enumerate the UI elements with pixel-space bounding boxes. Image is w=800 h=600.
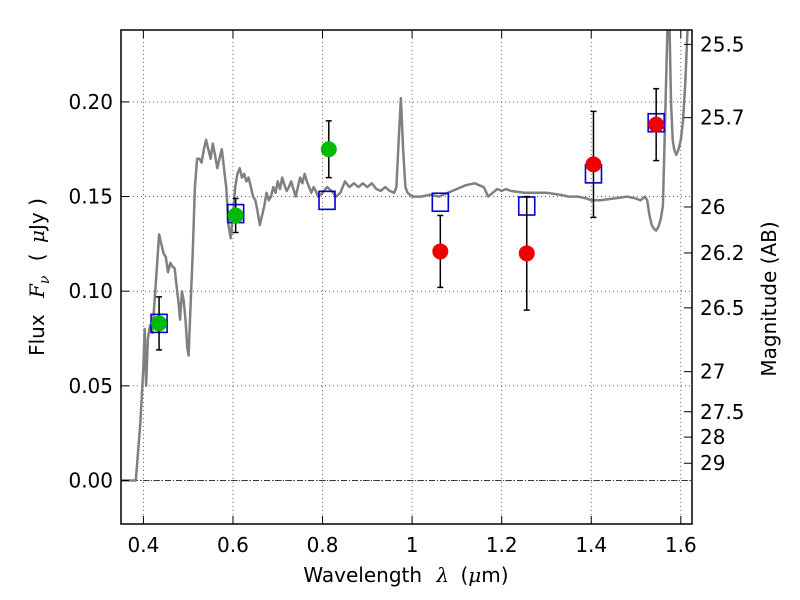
- y-axis-label-unit-open: (: [25, 253, 49, 261]
- y-tick-label: 0.10: [68, 279, 113, 303]
- x-axis-label-text: Wavelength: [303, 563, 422, 587]
- magnitude-tick-label: 26: [700, 195, 725, 219]
- x-tick-label: 1.4: [575, 533, 607, 557]
- magnitude-tick-label: 27.5: [700, 400, 745, 424]
- x-tick-label: 1: [406, 533, 419, 557]
- y-tick-label: 0.20: [68, 90, 113, 114]
- axis-ticks: 0.4 0.6 0.8 1 1.2 1.4 1.6 0.00 0.05 0.10 0.15 0.20 2…: [68, 30, 745, 557]
- series-layer: [121, 30, 689, 482]
- observation-point: [518, 245, 535, 262]
- y-axis-label-unit-mu: μ: [25, 230, 49, 243]
- magnitude-tick-label: 28: [700, 425, 725, 449]
- spectrum-line: [121, 30, 689, 482]
- model-photometry-square: [318, 190, 336, 211]
- observation-point: [648, 116, 665, 133]
- y-axis-label-unit-rest: Jy ): [25, 198, 49, 232]
- x-tick-label: 0.6: [217, 533, 249, 557]
- x-axis-label-unit-open: (: [460, 563, 468, 587]
- x-axis-label-unit-rest: m): [481, 563, 508, 587]
- observation-point: [320, 141, 337, 158]
- y-axis-label: Flux Fν ( μJy ): [25, 198, 54, 356]
- y-axis-label-symbol: F: [25, 283, 49, 299]
- y-tick-label: 0.15: [68, 185, 113, 209]
- observation-point: [585, 156, 602, 173]
- y-tick-label: 0.05: [68, 374, 113, 398]
- magnitude-tick-label: 26.5: [700, 296, 745, 320]
- y-axis-label-text: Flux: [25, 314, 49, 356]
- magnitude-tick-label: 25.7: [700, 106, 745, 130]
- plot-frame: [120, 29, 693, 525]
- x-tick-label: 0.8: [307, 533, 339, 557]
- x-axis-label-symbol: λ: [435, 563, 449, 587]
- x-tick-label: 0.4: [127, 533, 159, 557]
- magnitude-axis-label: Magnitude (AB): [757, 221, 781, 376]
- observation-point: [151, 315, 168, 332]
- observation-point: [227, 207, 244, 224]
- magnitude-tick-label: 27: [700, 360, 725, 384]
- y-axis-label-subscript: ν: [37, 275, 53, 284]
- observation-point: [432, 243, 449, 260]
- plot-area-background: [121, 30, 692, 524]
- magnitude-tick-label: 26.2: [700, 241, 745, 265]
- x-tick-label: 1.2: [486, 533, 518, 557]
- x-axis-label-unit-mu: μ: [468, 563, 481, 587]
- x-axis-label: Wavelength λ (μm): [303, 563, 508, 587]
- x-tick-label: 1.6: [665, 533, 697, 557]
- model-photometry-square: [431, 192, 450, 213]
- y-tick-label: 0.00: [68, 468, 113, 492]
- magnitude-tick-label: 29: [700, 451, 725, 475]
- magnitude-tick-label: 25.5: [700, 32, 745, 56]
